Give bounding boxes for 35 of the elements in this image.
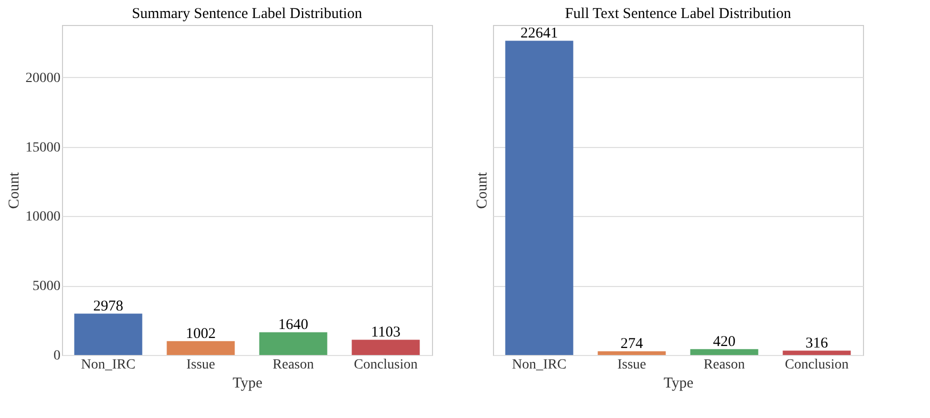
data-label: 22641 xyxy=(520,26,558,42)
data-label: 1640 xyxy=(278,317,308,334)
x-tick-label: Reason xyxy=(704,358,745,372)
bar xyxy=(782,350,851,355)
y-tick-label: 5000 xyxy=(32,279,60,294)
x-tick-label: Reason xyxy=(272,358,314,372)
x-tick-label: Conclusion xyxy=(784,358,849,372)
x-tick-label: Issue xyxy=(186,358,216,372)
x-tick-label: Non_IRC xyxy=(512,358,566,372)
data-label: 2978 xyxy=(93,298,124,315)
y-axis-title: Count xyxy=(6,171,22,209)
x-tick-label: Conclusion xyxy=(354,358,418,372)
y-tick-label: 0 xyxy=(54,348,60,364)
data-label: 1103 xyxy=(371,324,400,341)
x-tick-label: Issue xyxy=(617,358,646,372)
bar xyxy=(74,314,142,355)
y-tick-label: 20000 xyxy=(26,70,60,86)
bar xyxy=(259,332,328,355)
x-axis-title: Type xyxy=(232,376,263,392)
y-tick-label: 10000 xyxy=(26,210,60,225)
x-axis-title: Type xyxy=(664,376,694,392)
data-label: 316 xyxy=(806,336,828,352)
bar xyxy=(598,351,666,355)
chart-title: Summary Sentence Label Distribution xyxy=(132,6,363,22)
chart-title: Full Text Sentence Label Distribution xyxy=(564,6,792,22)
y-axis-title: Count xyxy=(474,171,490,209)
data-label: 1002 xyxy=(186,326,216,342)
y-tick-label: 15000 xyxy=(26,140,60,156)
data-label: 420 xyxy=(713,334,736,350)
bar xyxy=(690,349,758,355)
data-label: 274 xyxy=(620,336,644,352)
x-tick-label: Non_IRC xyxy=(81,358,136,372)
bar xyxy=(352,340,420,355)
bar xyxy=(166,341,235,355)
bar xyxy=(505,40,574,355)
